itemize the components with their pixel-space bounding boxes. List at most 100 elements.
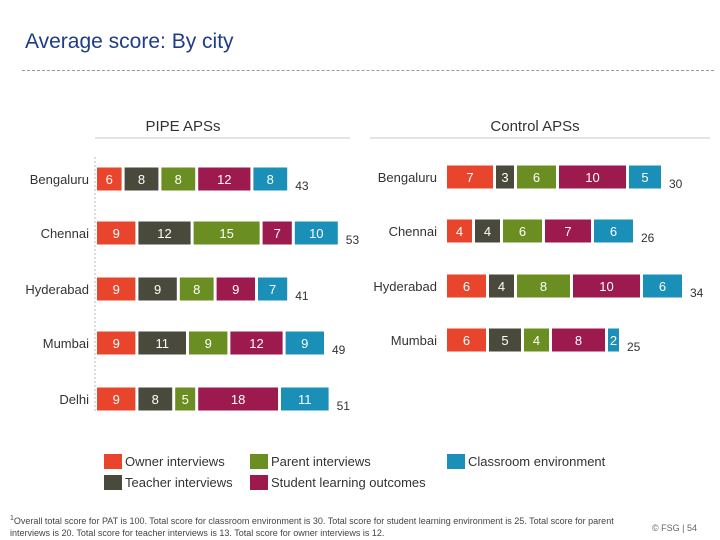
control-total-label: 26 [641,231,655,245]
legend-label-classroom: Classroom environment [468,454,606,469]
pipe-bar-student [198,167,251,191]
control-bar-value: 4 [498,279,505,294]
pipe-bar-parent [175,387,196,411]
pipe-bar-value: 9 [301,336,308,351]
control-bar-classroom [594,219,633,243]
legend-label-student: Student learning outcomes [271,475,426,490]
pipe-bar-value: 9 [154,282,161,297]
control-bar-classroom [643,274,682,298]
control-category-label: Hyderabad [373,279,437,294]
control-category-label: Mumbai [391,333,437,348]
control-bar-student [573,274,640,298]
title-divider [22,70,714,71]
legend-swatch-teacher [104,475,122,490]
pipe-category-label: Chennai [41,226,90,241]
pipe-bar-owner [97,221,136,245]
legend-swatch-owner [104,454,122,469]
pipe-bar-value: 8 [267,172,274,187]
pipe-category-label: Mumbai [43,336,89,351]
legend-label-owner: Owner interviews [125,454,225,469]
pipe-bar-value: 5 [182,392,189,407]
pipe-bar-teacher [124,167,159,191]
control-total-label: 25 [627,340,641,354]
control-bar-value: 6 [659,279,666,294]
legend-swatch-student [250,475,268,490]
control-bar-value: 7 [564,224,571,239]
control-bar-teacher [496,165,514,189]
pipe-bar-value: 10 [309,226,323,241]
control-bar-parent [517,274,570,298]
pipe-total-label: 41 [295,289,309,303]
control-bar-value: 8 [575,333,582,348]
pipe-bar-classroom [285,331,324,355]
pipe-bar-value: 15 [219,226,233,241]
pipe-bar-value: 9 [113,282,120,297]
pipe-category-label: Hyderabad [25,282,89,297]
control-bar-teacher [489,274,514,298]
pipe-bar-value: 9 [113,336,120,351]
legend-swatch-parent [250,454,268,469]
control-bar-student [559,165,626,189]
pipe-chart-title: PIPE APSs [145,118,220,135]
page-title: Average score: By city [25,30,234,53]
pipe-category-label: Delhi [59,392,89,407]
pipe-bar-owner [97,277,136,301]
pipe-bar-value: 12 [217,172,231,187]
pipe-bar-teacher [138,221,191,245]
page-footer: © FSG | 54 [652,523,697,533]
pipe-bar-parent [161,167,196,191]
pipe-bar-parent [189,331,228,355]
control-bar-teacher [475,219,500,243]
control-bar-value: 7 [466,170,473,185]
pipe-bar-value: 8 [152,392,159,407]
control-bar-value: 6 [610,224,617,239]
legend-label-teacher: Teacher interviews [125,475,233,490]
control-bar-student [552,328,605,352]
pipe-bar-parent [179,277,214,301]
pipe-bar-value: 18 [231,392,245,407]
pipe-bar-classroom [294,221,338,245]
control-bar-student [545,219,591,243]
control-total-label: 34 [690,286,704,300]
pipe-bar-student [198,387,278,411]
pipe-total-label: 51 [337,399,351,413]
pipe-bar-value: 8 [138,172,145,187]
control-bar-value: 2 [610,333,617,348]
footnote-mark: 1 [10,515,14,522]
control-bar-value: 6 [533,170,540,185]
control-bar-parent [517,165,556,189]
pipe-bar-classroom [281,387,329,411]
pipe-total-label: 53 [346,233,360,247]
pipe-bar-value: 12 [157,226,171,241]
control-total-label: 30 [669,177,683,191]
legend-label-parent: Parent interviews [271,454,371,469]
control-bar-owner [447,328,486,352]
pipe-bar-value: 11 [298,392,312,407]
pipe-total-label: 43 [295,179,309,193]
control-bar-value: 4 [484,224,491,239]
control-bar-value: 3 [501,170,508,185]
pipe-bar-teacher [138,387,173,411]
control-category-label: Chennai [389,224,438,239]
control-bar-value: 6 [463,333,470,348]
control-bar-parent [524,328,549,352]
pipe-bar-value: 12 [249,336,263,351]
control-chart-title: Control APSs [490,118,579,135]
control-bar-value: 10 [585,170,599,185]
control-category-label: Bengaluru [378,170,437,185]
pipe-bar-student [262,221,292,245]
control-bar-value: 8 [540,279,547,294]
control-bar-value: 6 [463,279,470,294]
control-bar-value: 6 [519,224,526,239]
pipe-bar-classroom [258,277,288,301]
control-bar-value: 4 [456,224,463,239]
footnote-text: Overall total score for PAT is 100. Tota… [10,516,614,538]
pipe-bar-value: 8 [175,172,182,187]
pipe-bar-student [230,331,283,355]
pipe-bar-value: 9 [113,392,120,407]
legend-swatch-classroom [447,454,465,469]
pipe-bar-value: 7 [269,282,276,297]
pipe-bar-value: 7 [274,226,281,241]
control-bar-value: 5 [501,333,508,348]
control-bar-owner [447,274,486,298]
